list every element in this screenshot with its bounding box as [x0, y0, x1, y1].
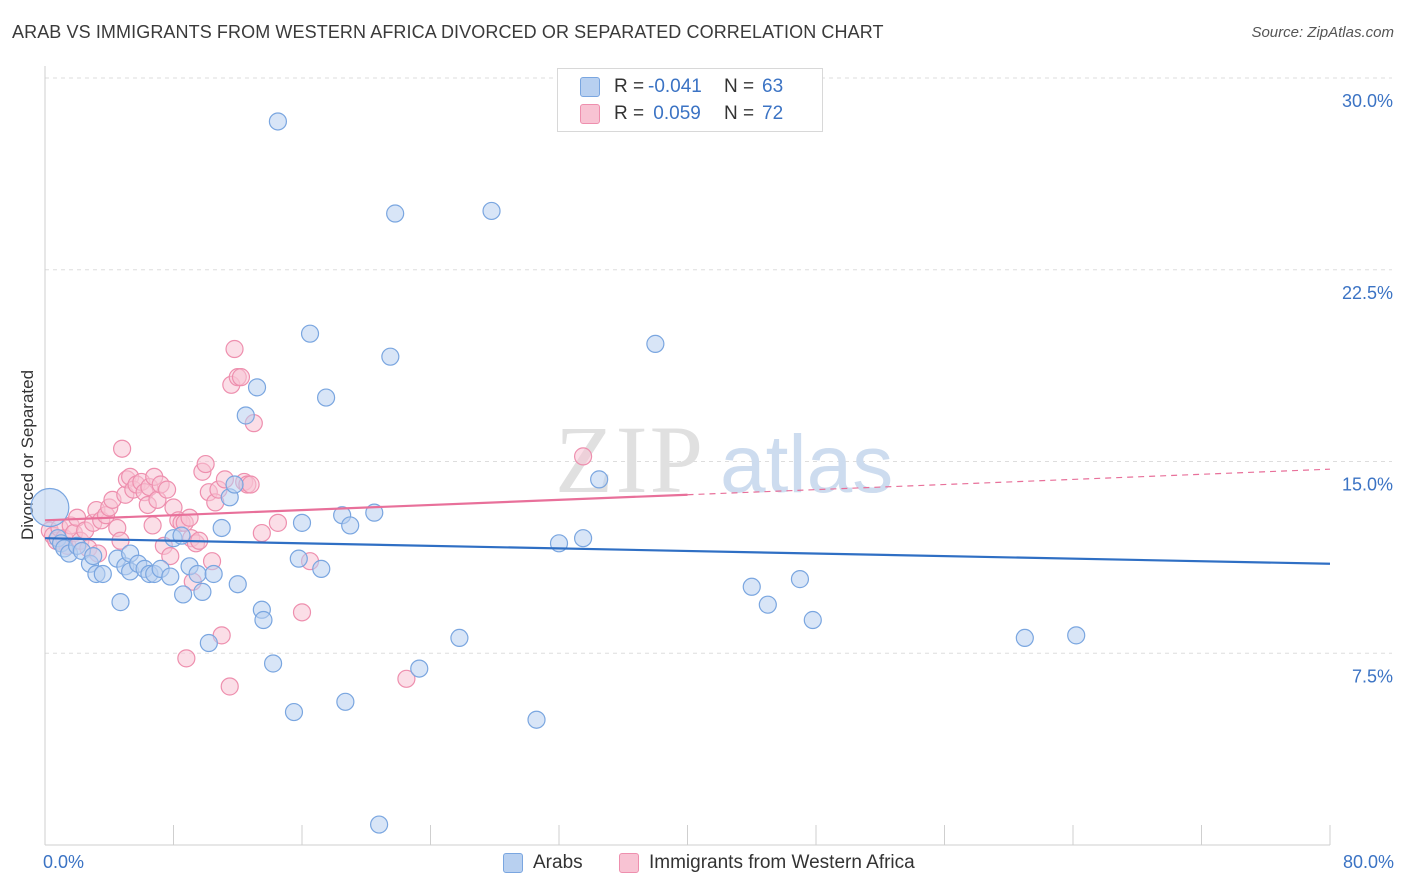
y-tick-label: 30.0% [1342, 91, 1393, 111]
arabs-point [573, 529, 593, 548]
immigrants-point [196, 454, 215, 474]
arabs-point [292, 513, 312, 532]
immigrants-point [180, 508, 199, 527]
legend-n-label: N = [724, 76, 755, 97]
immigrants-point [397, 669, 416, 688]
arabs-point [370, 815, 389, 834]
immigrants-point [225, 339, 244, 359]
legend-n-label: N = [724, 103, 755, 124]
source-label: Source: ZipAtlas.com [1251, 24, 1394, 41]
legend-r-value: 0.059 [648, 103, 701, 124]
arabs-point [1067, 626, 1086, 645]
trend-line-immigrants [44, 493, 688, 522]
arabs-point [527, 710, 546, 729]
immigrants-point [177, 649, 196, 668]
series-legend-label: Immigrants from Western Africa [649, 852, 915, 873]
arabs-point [247, 378, 267, 397]
arabs-point [742, 577, 761, 596]
arabs-point [341, 516, 360, 535]
arabs-point [646, 334, 665, 353]
x-tick-label-min: 0.0% [43, 852, 85, 872]
trend-line-arabs [44, 537, 1331, 565]
legend-swatch-immigrants [580, 104, 600, 124]
x-tick-label-max: 80.0% [1342, 852, 1394, 872]
arabs-point [790, 570, 810, 589]
series-legend: Arabs Immigrants from Western Africa [0, 852, 1406, 878]
legend-n-value: 63 [762, 76, 784, 97]
arabs-point [336, 692, 355, 711]
legend-r-value: -0.041 [648, 76, 702, 97]
immigrants-point [143, 516, 162, 535]
stats-legend: R = -0.041 N = 63 R = 0.059 N = 72 [557, 68, 823, 132]
y-tick-label: 7.5% [1352, 666, 1393, 686]
trend-lines [44, 468, 1331, 565]
immigrants-point [220, 677, 239, 696]
arabs-point [803, 610, 822, 630]
immigrants-point [292, 603, 312, 622]
y-tick-labels: 7.5% 15.0% 22.5% 30.0% [1342, 91, 1393, 686]
arabs-point [268, 112, 288, 131]
axes [44, 66, 1331, 846]
arabs-point [758, 595, 777, 614]
series-legend-swatch-immigrants [619, 853, 639, 873]
arabs-point [289, 549, 308, 568]
immigrants-point [161, 546, 180, 566]
legend-swatch-arabs [580, 77, 600, 97]
immigrants-point [268, 513, 288, 532]
arabs-point [111, 593, 130, 612]
arabs-point [1015, 628, 1034, 648]
arabs-point [236, 406, 255, 425]
series-legend-swatch-arabs [503, 853, 523, 873]
arabs-point [410, 659, 429, 678]
immigrants-point [573, 447, 593, 466]
arabs-point [284, 702, 304, 722]
arabs-point [225, 475, 244, 494]
arabs-point [188, 564, 207, 584]
arabs-point [84, 546, 103, 566]
arabs-point [228, 575, 247, 594]
series-legend-immigrants: Immigrants from Western Africa [619, 852, 915, 874]
arabs-point [254, 610, 273, 630]
arabs-point [161, 567, 180, 586]
arabs-point [174, 585, 193, 604]
series-immigrants-points [40, 339, 593, 696]
immigrants-point [157, 480, 177, 499]
immigrants-point [231, 368, 251, 387]
arabs-point [93, 564, 112, 584]
grid-lines [45, 77, 1392, 654]
arabs-point [30, 487, 70, 528]
legend-r-label: R = [614, 103, 645, 124]
arabs-point [199, 633, 218, 653]
series-legend-arabs: Arabs [503, 852, 583, 874]
arabs-point [482, 201, 501, 221]
arabs-point [193, 582, 212, 601]
arabs-point [263, 654, 283, 673]
legend-row-immigrants: R = 0.059 N = 72 [580, 102, 783, 126]
arabs-point [450, 628, 469, 648]
chart-title: ARAB VS IMMIGRANTS FROM WESTERN AFRICA D… [12, 22, 884, 42]
arabs-point [204, 564, 223, 584]
watermark-atlas: atlas [720, 419, 893, 510]
arabs-point [590, 470, 609, 489]
arabs-point [312, 559, 331, 578]
y-tick-label: 22.5% [1342, 283, 1393, 303]
legend-row-arabs: R = -0.041 N = 63 [580, 75, 783, 99]
series-legend-label: Arabs [533, 852, 583, 873]
y-tick-label: 15.0% [1342, 475, 1393, 495]
arabs-point [316, 388, 336, 407]
immigrants-point [241, 475, 260, 494]
legend-n-value: 72 [762, 103, 784, 124]
immigrants-point [112, 439, 132, 458]
series-arabs-points [30, 112, 1086, 834]
arabs-point [381, 347, 400, 366]
arabs-point [386, 204, 405, 223]
arabs-point [300, 324, 320, 343]
immigrants-point [252, 523, 271, 543]
trend-line-immigrants-extrapolated [687, 468, 1331, 496]
arabs-point [212, 518, 231, 538]
legend-r-label: R = [614, 76, 645, 97]
